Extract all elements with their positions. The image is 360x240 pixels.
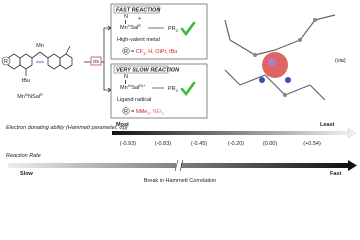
branch-arrows: [101, 27, 110, 91]
arrow-head: [348, 160, 357, 171]
r-label: R: [124, 109, 128, 115]
r-circle: [122, 107, 130, 115]
text-segment: 3: [176, 89, 178, 93]
r-circle: [1, 56, 11, 66]
text-segment: CF: [136, 49, 144, 55]
slow-title-box: [113, 65, 169, 74]
hammett-value: (-0.45): [191, 141, 207, 147]
hammett-value: (-0.20): [228, 141, 244, 147]
metal: Mn: [36, 43, 44, 49]
text-segment: V: [128, 24, 131, 28]
crystal-structure: [224, 14, 336, 101]
fast-title-box: [113, 5, 160, 14]
hammett-value: (+0.54): [303, 141, 321, 147]
text-segment: ,: [150, 109, 153, 115]
r-circle: [122, 47, 130, 55]
species: MnVSalR: [120, 24, 141, 31]
charge: +: [138, 16, 141, 22]
text-segment: 2: [147, 112, 149, 116]
break-label: Break in Hammett Correlation: [144, 178, 216, 184]
text-segment: R: [40, 93, 43, 97]
arrow-head: [347, 127, 357, 139]
via-label: (via): [335, 58, 346, 64]
start-label: MnIIINSalR: [17, 93, 43, 100]
fast-title: FAST REACTION: [116, 8, 161, 14]
text-segment: 2: [162, 112, 164, 116]
text-segment: III: [25, 93, 28, 97]
text-segment: Mn: [120, 85, 128, 91]
slow-label: Slow: [20, 171, 34, 177]
check: [180, 21, 196, 37]
r-label: R: [124, 49, 128, 55]
text-segment: NMe: [136, 109, 148, 115]
substituents: = CF3, H, OiPr, tBu: [131, 49, 177, 56]
arrow-heads: [107, 25, 112, 93]
text-segment: PR: [168, 86, 176, 92]
tbu-label: tBu: [22, 78, 30, 84]
text-segment: =: [131, 49, 136, 55]
most-label: Most: [116, 122, 129, 128]
text-segment: Sal: [130, 25, 138, 31]
text-segment: =: [131, 109, 136, 115]
text-segment: Mn: [17, 94, 25, 100]
hammett-bar: [112, 131, 348, 135]
text-segment: Mn: [120, 25, 128, 31]
graphical-abstract: R Mn tBu MnIIINSalR ox FAST REACTION N +…: [1, 3, 357, 184]
hammett-label: Electron donating ability (Hammett param…: [6, 125, 128, 131]
text-segment: Sal: [131, 85, 139, 91]
ox-box: [90, 56, 102, 66]
hammett-value: (-0.93): [120, 141, 136, 147]
text-segment: R: [138, 24, 141, 28]
fast-label: Fast: [330, 171, 341, 177]
descriptor: Ligand radical: [117, 97, 151, 103]
text-segment: IV: [128, 84, 132, 88]
rate-label: Reaction Rate: [6, 153, 41, 159]
text-segment: R•+: [139, 84, 146, 88]
nitrogen: N: [124, 74, 128, 80]
break-gap: [176, 160, 181, 171]
text-segment: NSal: [28, 94, 40, 100]
hammett-value: (-0.83): [155, 141, 171, 147]
reagent: PR3: [168, 26, 178, 33]
descriptor: High-valent metal: [117, 37, 160, 43]
species: MnIVSalR•+: [120, 84, 146, 91]
text-segment: 3: [143, 52, 145, 56]
least-label: Least: [320, 122, 335, 128]
hammett-value: (0.00): [263, 141, 278, 147]
check: [180, 81, 196, 97]
r-label: R: [4, 59, 8, 65]
text-segment: NEt: [153, 109, 163, 115]
slow-title: VERY SLOW REACTION: [116, 68, 180, 74]
text-segment: , H, OiPr, tBu: [145, 49, 177, 55]
reagent: PR3: [168, 86, 178, 93]
break-mark: [174, 159, 184, 172]
text-segment: PR: [168, 26, 176, 32]
substituents: = NMe2, NEt2: [131, 109, 164, 116]
ox-label: ox: [93, 59, 99, 65]
text-segment: 3: [176, 29, 178, 33]
nitrogen: N: [124, 14, 128, 20]
molecule: [7, 45, 73, 76]
